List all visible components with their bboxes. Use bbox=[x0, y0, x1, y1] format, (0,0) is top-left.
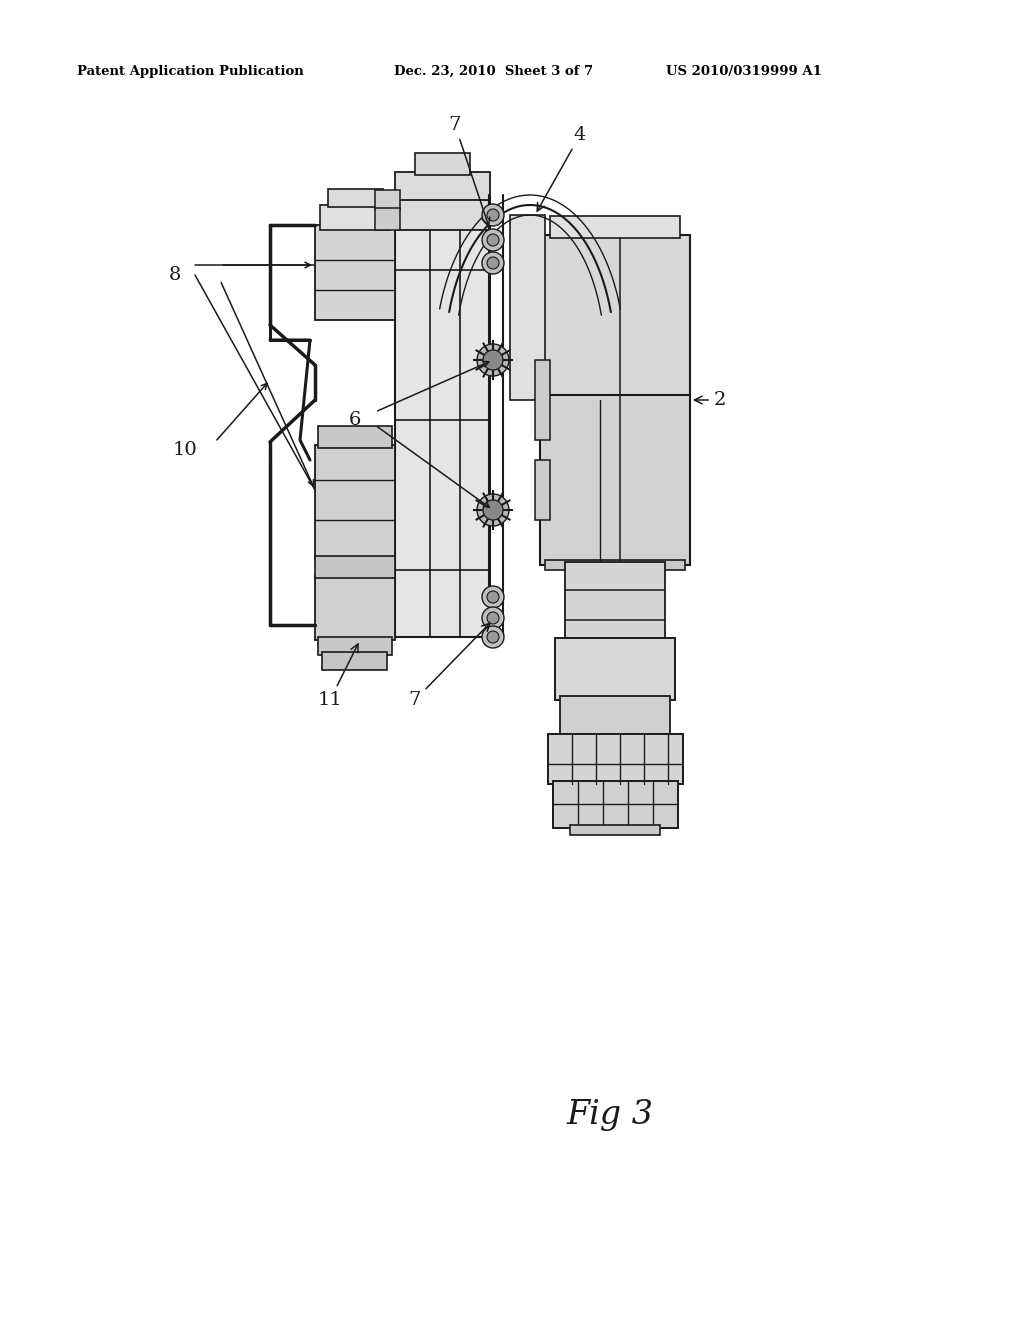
Circle shape bbox=[487, 257, 499, 269]
Bar bbox=[555, 638, 675, 700]
Circle shape bbox=[482, 607, 504, 630]
Text: 7: 7 bbox=[409, 623, 489, 709]
Circle shape bbox=[487, 591, 499, 603]
Text: US 2010/0319999 A1: US 2010/0319999 A1 bbox=[666, 65, 821, 78]
Bar bbox=[535, 459, 550, 520]
Bar bbox=[395, 172, 490, 202]
Circle shape bbox=[482, 228, 504, 251]
Bar bbox=[395, 201, 490, 230]
Text: 7: 7 bbox=[449, 116, 489, 226]
Text: Patent Application Publication: Patent Application Publication bbox=[77, 65, 303, 78]
Text: 4: 4 bbox=[538, 125, 586, 211]
Bar bbox=[540, 395, 690, 565]
Circle shape bbox=[487, 209, 499, 220]
Text: Fig 3: Fig 3 bbox=[566, 1100, 653, 1131]
Bar bbox=[415, 153, 470, 176]
Circle shape bbox=[487, 234, 499, 246]
Circle shape bbox=[477, 345, 509, 376]
Bar bbox=[318, 426, 392, 447]
Bar bbox=[545, 560, 685, 570]
Bar bbox=[328, 189, 383, 207]
Bar bbox=[315, 576, 395, 640]
Bar bbox=[319, 205, 390, 230]
Bar bbox=[565, 562, 665, 640]
Circle shape bbox=[477, 494, 509, 525]
Bar bbox=[550, 216, 680, 238]
Bar bbox=[535, 360, 550, 440]
Circle shape bbox=[482, 626, 504, 648]
Circle shape bbox=[482, 586, 504, 609]
Text: 8: 8 bbox=[169, 267, 181, 284]
Bar bbox=[315, 556, 395, 578]
Bar bbox=[375, 190, 400, 210]
Bar bbox=[570, 825, 660, 836]
Circle shape bbox=[482, 252, 504, 275]
Circle shape bbox=[487, 612, 499, 624]
Bar bbox=[395, 197, 490, 638]
Bar bbox=[322, 652, 387, 671]
Text: Dec. 23, 2010  Sheet 3 of 7: Dec. 23, 2010 Sheet 3 of 7 bbox=[394, 65, 593, 78]
Bar bbox=[375, 209, 400, 230]
Circle shape bbox=[482, 205, 504, 226]
Bar bbox=[315, 445, 395, 560]
Bar bbox=[540, 235, 690, 400]
Bar bbox=[510, 215, 545, 400]
Text: 11: 11 bbox=[317, 644, 358, 709]
Circle shape bbox=[487, 631, 499, 643]
Bar bbox=[548, 734, 683, 784]
Text: 10: 10 bbox=[173, 441, 198, 459]
Text: 2: 2 bbox=[694, 391, 726, 409]
Bar bbox=[315, 224, 395, 319]
Bar bbox=[560, 696, 670, 738]
Circle shape bbox=[483, 350, 503, 370]
Circle shape bbox=[483, 500, 503, 520]
Text: 6: 6 bbox=[349, 411, 361, 429]
Bar bbox=[318, 638, 392, 655]
Bar bbox=[553, 781, 678, 828]
